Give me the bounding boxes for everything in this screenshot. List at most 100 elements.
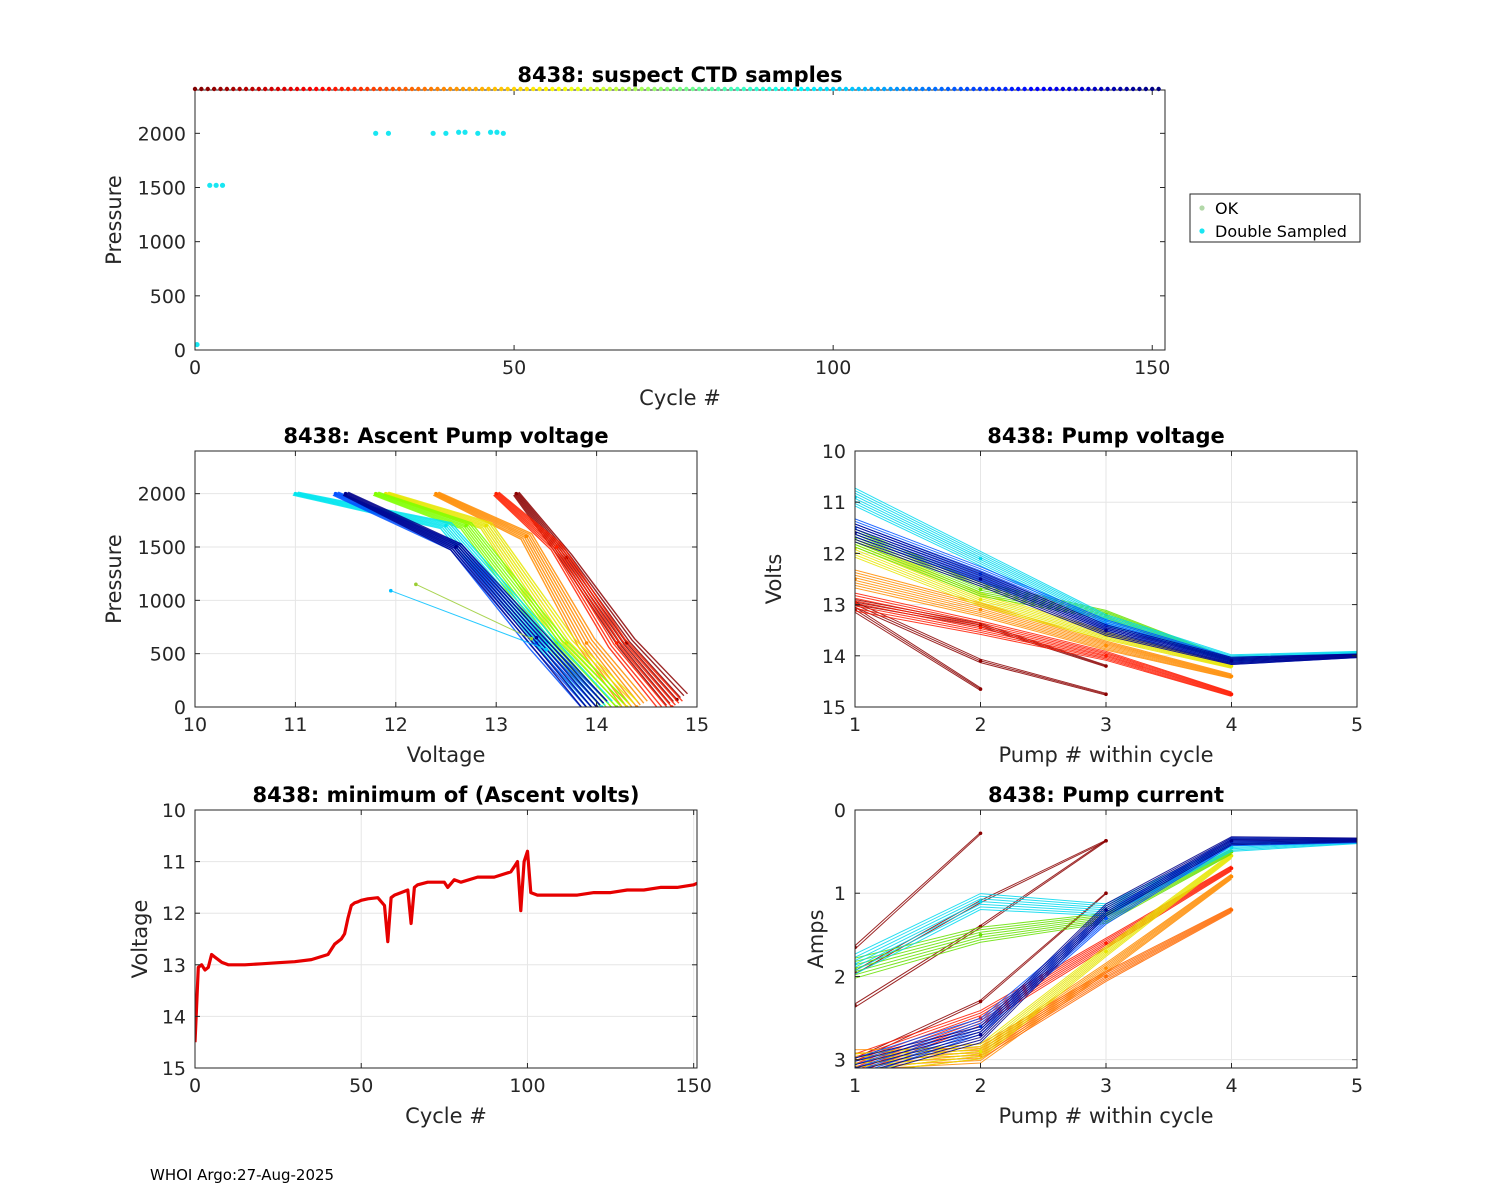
cycle-color-marker (448, 86, 453, 92)
series-line (344, 493, 593, 707)
series-point (1104, 891, 1108, 896)
series-point (454, 545, 458, 549)
cycle-color-marker (1067, 86, 1072, 92)
cycle-color-marker (256, 86, 262, 92)
series-line (855, 595, 1232, 694)
series-line (496, 492, 676, 706)
cycle-color-marker (690, 86, 695, 92)
cycle-color-marker (862, 86, 868, 92)
series-line (872, 857, 1232, 1068)
series-line (517, 492, 685, 697)
cycle-color-marker (269, 86, 274, 92)
series-line (855, 606, 981, 689)
cycle-color-marker (243, 86, 249, 92)
y-tick-label: 13 (162, 955, 186, 977)
series-line (436, 492, 641, 706)
cycle-color-marker (556, 86, 561, 92)
x-tick-label: 150 (676, 1075, 712, 1097)
cycle-color-marker (262, 86, 268, 92)
cycle-color-marker (192, 86, 198, 92)
legend-label: OK (1215, 199, 1239, 218)
series-line (345, 493, 598, 707)
series-line (877, 840, 1357, 1068)
x-axis-label: Cycle # (405, 1104, 487, 1128)
cycle-color-marker (1098, 86, 1104, 92)
cycle-color-marker (518, 86, 523, 92)
cycle-color-marker (231, 86, 236, 92)
y-tick-label: 12 (822, 543, 846, 565)
x-tick-label: 1 (849, 1075, 861, 1097)
cycle-color-marker (964, 86, 970, 92)
series-line (390, 590, 547, 650)
cycle-color-marker (939, 86, 944, 92)
cycle-color-marker (467, 86, 472, 92)
series-point (978, 607, 983, 612)
cycle-color-marker (1124, 86, 1129, 92)
cycle-color-marker (1143, 86, 1149, 92)
double-sampled-point (385, 130, 392, 136)
cycle-color-marker (543, 86, 549, 92)
series-line (888, 841, 1357, 1068)
cycle-color-marker (307, 86, 313, 92)
series-line (855, 836, 1357, 1059)
series-point (978, 1032, 983, 1037)
legend-marker (1199, 205, 1205, 211)
series-point (978, 577, 983, 581)
cycle-color-marker (384, 86, 389, 92)
axes-frame (194, 450, 698, 708)
x-tick-label: 100 (815, 357, 851, 379)
cycle-color-marker (805, 86, 810, 92)
cycle-color-marker (288, 86, 293, 92)
cycle-color-marker (626, 86, 632, 92)
chart-title: 8438: minimum of (Ascent volts) (252, 783, 639, 807)
series-line (855, 853, 1232, 979)
cycle-color-marker (1137, 86, 1142, 92)
series-point (554, 545, 559, 549)
series-line (387, 492, 635, 704)
series-point (534, 635, 539, 640)
series-line (855, 523, 1357, 658)
series-line (855, 597, 1232, 694)
plot-marks (855, 487, 1357, 697)
double-sampled-point (373, 130, 379, 136)
y-axis-label: Pressure (102, 175, 126, 265)
cycle-color-marker (435, 86, 440, 92)
series-line (377, 492, 625, 704)
cycle-color-marker (358, 86, 364, 92)
y-tick-label: 2000 (138, 484, 186, 506)
series-line (855, 838, 1357, 1066)
y-tick-label: 0 (174, 697, 186, 719)
series-line (346, 492, 601, 706)
series-point (978, 899, 983, 904)
cycle-color-marker (250, 86, 255, 92)
cycle-color-marker (837, 86, 842, 92)
cycle-color-marker (696, 86, 702, 92)
x-tick-label: 3 (1100, 1075, 1112, 1097)
series-line (376, 492, 621, 706)
cycle-color-marker (499, 86, 504, 92)
x-tick-label: 4 (1225, 714, 1237, 736)
cycle-color-marker (945, 86, 951, 92)
cycle-color-marker (320, 86, 325, 92)
series-line (855, 592, 1232, 693)
cycle-color-marker (735, 86, 740, 92)
cycle-color-marker (1035, 86, 1040, 92)
cycle-color-marker (205, 86, 210, 92)
series-line (855, 538, 1357, 665)
x-tick-label: 100 (509, 1075, 545, 1097)
cycle-color-marker (850, 86, 855, 92)
series-line (855, 579, 1232, 678)
series-line (347, 491, 608, 702)
cycle-color-marker (1054, 86, 1059, 92)
x-tick-label: 10 (183, 714, 207, 736)
cycle-color-marker (422, 86, 427, 92)
y-tick-label: 500 (150, 644, 186, 666)
series-point (1104, 692, 1108, 696)
cycle-color-marker (894, 86, 900, 92)
cycle-color-marker (990, 86, 995, 92)
series-point (978, 625, 983, 630)
series-line (855, 611, 981, 691)
series-line (855, 837, 1357, 1062)
y-tick-label: 10 (822, 441, 846, 463)
